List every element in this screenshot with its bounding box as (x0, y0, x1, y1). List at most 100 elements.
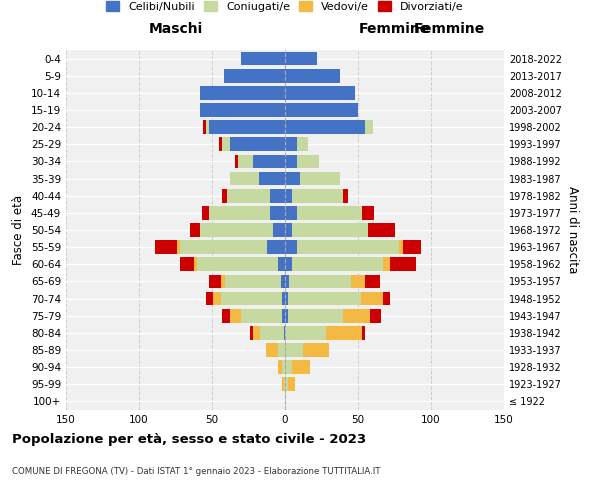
Text: Femmine: Femmine (359, 22, 430, 36)
Bar (206, 292, 214, 306)
Bar (390, 258, 416, 271)
Bar (285, 52, 317, 66)
Y-axis label: Anni di nascita: Anni di nascita (566, 186, 578, 274)
Bar (282, 309, 285, 322)
Bar (299, 172, 340, 185)
Bar (361, 292, 383, 306)
Bar (221, 292, 282, 306)
Bar (285, 240, 296, 254)
Bar (203, 120, 206, 134)
Bar (285, 103, 358, 117)
Bar (292, 189, 343, 202)
Bar (365, 274, 380, 288)
Bar (241, 309, 282, 322)
Bar (285, 69, 340, 82)
Bar (365, 120, 373, 134)
Bar (200, 223, 274, 237)
Bar (403, 240, 421, 254)
Bar (285, 189, 292, 202)
Bar (285, 206, 296, 220)
Bar (289, 274, 350, 288)
Bar (209, 206, 271, 220)
Bar (200, 103, 285, 117)
Bar (302, 343, 329, 357)
Bar (296, 154, 319, 168)
Bar (285, 292, 288, 306)
Bar (285, 309, 288, 322)
Bar (285, 343, 302, 357)
Bar (326, 326, 362, 340)
Bar (285, 138, 296, 151)
Bar (260, 326, 284, 340)
Bar (285, 120, 365, 134)
Bar (362, 326, 365, 340)
Bar (227, 189, 271, 202)
Bar (180, 240, 268, 254)
Bar (343, 309, 370, 322)
Text: Maschi: Maschi (148, 22, 203, 36)
Bar (180, 258, 194, 271)
Bar (206, 120, 209, 134)
Bar (288, 378, 295, 391)
Text: Popolazione per età, sesso e stato civile - 2023: Popolazione per età, sesso e stato civil… (12, 432, 366, 446)
Bar (230, 138, 285, 151)
Bar (399, 240, 403, 254)
Bar (285, 86, 355, 100)
Bar (230, 309, 241, 322)
Bar (292, 258, 383, 271)
Y-axis label: Fasce di età: Fasce di età (13, 195, 25, 265)
Bar (282, 360, 285, 374)
Bar (282, 292, 285, 306)
Bar (362, 206, 374, 220)
Text: COMUNE DI FREGONA (TV) - Dati ISTAT 1° gennaio 2023 - Elaborazione TUTTITALIA.IT: COMUNE DI FREGONA (TV) - Dati ISTAT 1° g… (12, 468, 380, 476)
Bar (177, 240, 180, 254)
Bar (241, 52, 285, 66)
Bar (281, 274, 285, 288)
Bar (284, 326, 285, 340)
Bar (285, 326, 326, 340)
Bar (259, 172, 285, 185)
Bar (268, 240, 285, 254)
Bar (292, 360, 310, 374)
Bar (271, 189, 285, 202)
Bar (278, 360, 282, 374)
Bar (222, 309, 230, 322)
Bar (285, 274, 289, 288)
Bar (282, 378, 284, 391)
Bar (220, 138, 222, 151)
Bar (271, 206, 285, 220)
Bar (278, 258, 285, 271)
Bar (285, 258, 292, 271)
Bar (222, 138, 230, 151)
Bar (274, 223, 285, 237)
Bar (383, 258, 390, 271)
Bar (238, 154, 253, 168)
Bar (225, 274, 281, 288)
Legend: Celibi/Nubili, Coniugati/e, Vedovi/e, Divorziati/e: Celibi/Nubili, Coniugati/e, Vedovi/e, Di… (103, 0, 467, 16)
Bar (155, 240, 177, 254)
Bar (278, 343, 285, 357)
Bar (200, 86, 285, 100)
Bar (250, 326, 253, 340)
Bar (296, 240, 399, 254)
Bar (288, 309, 343, 322)
Bar (209, 274, 221, 288)
Bar (343, 189, 348, 202)
Bar (202, 206, 209, 220)
Bar (370, 309, 382, 322)
Bar (284, 378, 285, 391)
Bar (383, 292, 390, 306)
Bar (350, 274, 365, 288)
Bar (266, 343, 278, 357)
Bar (190, 223, 200, 237)
Bar (288, 292, 361, 306)
Bar (296, 206, 362, 220)
Bar (253, 326, 260, 340)
Bar (221, 274, 225, 288)
Bar (235, 154, 238, 168)
Bar (285, 223, 292, 237)
Bar (230, 172, 259, 185)
Bar (209, 120, 285, 134)
Bar (285, 378, 288, 391)
Bar (214, 292, 221, 306)
